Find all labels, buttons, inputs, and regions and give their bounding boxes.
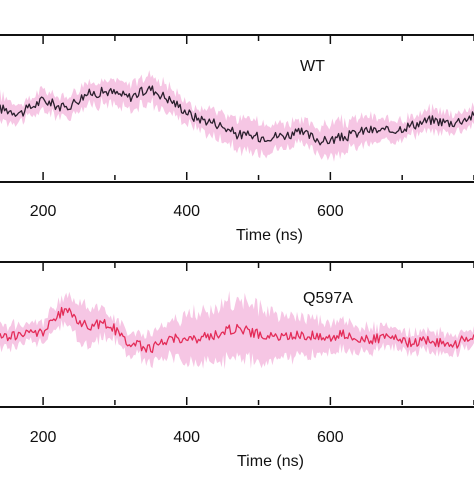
q597a-label: Q597A <box>303 290 353 307</box>
panel-q597a-frame <box>0 261 474 408</box>
q597a-spread-band <box>0 290 474 370</box>
q597a-mean-line <box>0 306 474 354</box>
q597a-x-axis-label: Time (ns) <box>237 453 304 470</box>
wt-x-ticks: 200 400 600 <box>30 36 474 220</box>
wt-x-tick-label: 600 <box>317 203 344 220</box>
wt-label: WT <box>300 58 325 75</box>
panel-wt: WT 200 400 600 Time (ns) <box>0 34 474 244</box>
q597a-x-tick-label: 600 <box>317 429 344 446</box>
wt-x-tick-label: 400 <box>173 203 200 220</box>
q597a-x-tick-label: 400 <box>173 429 200 446</box>
q597a-x-tick-label: 200 <box>30 429 57 446</box>
panel-wt-frame <box>0 34 474 183</box>
q597a-x-ticks: 200 400 600 <box>30 263 474 446</box>
wt-x-tick-label: 200 <box>30 203 57 220</box>
panel-q597a: Q597A 200 400 600 Time (ns) <box>0 261 474 470</box>
wt-spread-band <box>0 70 474 162</box>
wt-x-axis-label: Time (ns) <box>236 227 303 244</box>
wt-mean-line <box>0 85 474 146</box>
